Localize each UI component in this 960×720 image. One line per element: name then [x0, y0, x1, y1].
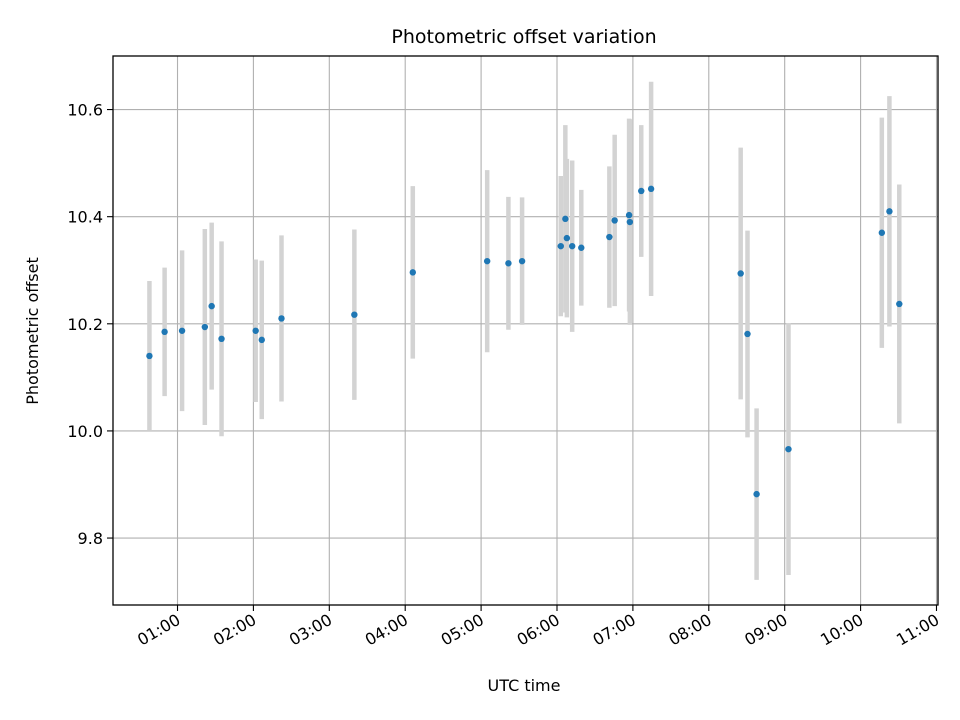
data-point — [161, 328, 168, 336]
x-axis-label: UTC time — [488, 676, 561, 695]
data-point — [878, 229, 886, 236]
data-point — [611, 217, 618, 224]
chart-title: Photometric offset variation — [391, 26, 656, 48]
data-point — [647, 185, 655, 193]
data-point — [218, 335, 225, 343]
data-point — [886, 208, 893, 215]
y-tick-label: 10.0 — [67, 422, 103, 441]
data-point — [638, 187, 645, 195]
data-point — [278, 315, 285, 322]
data-point — [258, 336, 265, 344]
data-point — [252, 327, 259, 334]
data-point — [518, 257, 526, 265]
data-point — [626, 218, 634, 226]
y-axis-label: Photometric offset — [23, 257, 42, 405]
y-tick-label: 10.2 — [67, 315, 103, 334]
data-point — [625, 211, 633, 219]
data-point — [606, 233, 613, 241]
data-point — [896, 300, 903, 308]
data-point — [483, 257, 491, 265]
data-point — [744, 330, 751, 338]
data-point — [208, 302, 215, 310]
data-point — [146, 352, 153, 360]
y-tick-label: 10.6 — [67, 101, 103, 120]
data-point — [563, 234, 571, 242]
y-tick-label: 9.8 — [78, 529, 103, 548]
data-points — [146, 185, 903, 498]
grid — [113, 56, 938, 605]
data-point — [785, 445, 792, 453]
data-point — [578, 244, 585, 251]
data-point — [737, 270, 744, 277]
data-point — [505, 260, 512, 267]
data-point — [753, 490, 760, 498]
data-point — [178, 327, 186, 334]
data-point — [201, 323, 209, 331]
plot-frame — [112, 55, 939, 606]
data-point — [557, 242, 564, 250]
data-point — [562, 215, 569, 223]
y-tick-label: 10.4 — [67, 208, 103, 227]
y-axis-ticks: 9.8 10.0 10.2 10.4 10.6 — [67, 101, 113, 548]
data-point — [351, 311, 358, 318]
data-point — [568, 242, 576, 250]
data-point — [409, 269, 416, 276]
